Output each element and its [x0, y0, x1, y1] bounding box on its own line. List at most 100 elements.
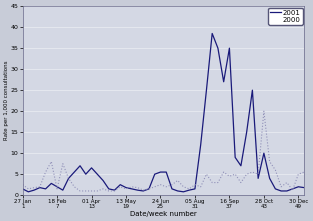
2000: [256, 173, 260, 175]
2000: [84, 190, 88, 192]
2000: [32, 186, 36, 189]
2001: [153, 173, 156, 175]
2000: [199, 185, 203, 188]
2001: [193, 188, 197, 190]
2001: [268, 177, 271, 180]
2001: [107, 188, 111, 190]
2000: [124, 188, 128, 190]
2001: [101, 179, 105, 182]
2000: [268, 160, 271, 163]
2000: [296, 173, 300, 175]
2001: [61, 189, 65, 191]
2001: [250, 89, 254, 91]
2000: [49, 160, 53, 163]
2000: [44, 171, 48, 173]
2001: [21, 188, 24, 190]
2001: [274, 188, 277, 190]
2001: [124, 186, 128, 189]
2001: [199, 143, 203, 146]
2000: [90, 190, 93, 192]
2000: [216, 181, 220, 184]
2001: [136, 189, 139, 191]
2001: [95, 173, 99, 175]
2001: [291, 188, 295, 190]
2000: [147, 188, 151, 190]
2000: [27, 188, 30, 190]
2001: [176, 190, 180, 192]
2001: [302, 186, 306, 189]
2000: [159, 183, 162, 186]
2001: [27, 191, 30, 193]
X-axis label: Date/week number: Date/week number: [130, 211, 197, 217]
2000: [55, 188, 59, 190]
2001: [216, 47, 220, 50]
2000: [210, 181, 214, 184]
2001: [38, 186, 42, 189]
2000: [187, 188, 191, 190]
2000: [262, 110, 266, 112]
2001: [55, 185, 59, 188]
2000: [67, 177, 70, 180]
2001: [159, 171, 162, 173]
2000: [38, 185, 42, 188]
2000: [228, 175, 231, 178]
2001: [141, 190, 145, 192]
2000: [233, 173, 237, 175]
2001: [279, 190, 283, 192]
2000: [118, 185, 122, 188]
2000: [101, 188, 105, 190]
2001: [205, 89, 208, 91]
2001: [90, 167, 93, 169]
2000: [205, 173, 208, 175]
2000: [279, 185, 283, 188]
2000: [153, 185, 156, 188]
2001: [147, 188, 151, 190]
2001: [210, 32, 214, 35]
2001: [170, 188, 174, 190]
2000: [72, 185, 76, 188]
2000: [78, 190, 82, 192]
2000: [239, 181, 243, 184]
2001: [182, 191, 185, 193]
2001: [245, 131, 249, 133]
2000: [141, 189, 145, 191]
2000: [170, 183, 174, 186]
2001: [78, 164, 82, 167]
2001: [296, 185, 300, 188]
2001: [130, 188, 134, 190]
2001: [222, 80, 226, 83]
2000: [193, 183, 197, 186]
2001: [164, 171, 168, 173]
2000: [61, 162, 65, 165]
2001: [44, 188, 48, 190]
2001: [49, 182, 53, 185]
2000: [222, 171, 226, 173]
2001: [32, 189, 36, 191]
2000: [107, 190, 111, 192]
2000: [21, 183, 24, 186]
2000: [182, 185, 185, 188]
2000: [285, 181, 289, 184]
2001: [262, 152, 266, 154]
2000: [176, 179, 180, 182]
2001: [228, 47, 231, 50]
2001: [256, 177, 260, 180]
2000: [130, 185, 134, 188]
Y-axis label: Rate per 1,000 consultations: Rate per 1,000 consultations: [4, 61, 9, 140]
2001: [84, 173, 88, 175]
2001: [285, 190, 289, 192]
2000: [291, 189, 295, 191]
2001: [233, 156, 237, 159]
2000: [274, 169, 277, 171]
Legend: 2001, 2000: 2001, 2000: [268, 8, 303, 25]
2001: [239, 164, 243, 167]
Line: 2001: 2001: [23, 33, 304, 192]
2001: [67, 177, 70, 180]
2000: [245, 173, 249, 175]
Line: 2000: 2000: [23, 111, 304, 191]
2001: [187, 189, 191, 191]
2000: [250, 171, 254, 173]
2000: [95, 190, 99, 192]
2000: [164, 185, 168, 188]
2001: [113, 189, 116, 191]
